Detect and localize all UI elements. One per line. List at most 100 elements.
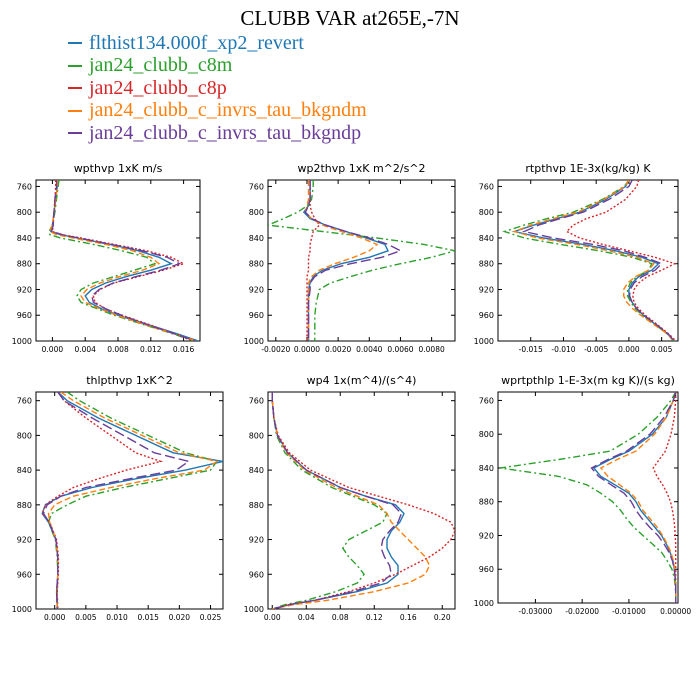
x-tick-label: -0.01000: [612, 607, 646, 616]
series-line: [590, 392, 677, 603]
legend-swatch: [68, 64, 82, 67]
y-tick-label: 880: [249, 260, 264, 269]
panel-title: wp4 1x(m^4)/(s^4): [307, 374, 417, 387]
y-tick-label: 760: [479, 396, 494, 405]
x-tick-label: -0.010: [551, 345, 575, 354]
series-line: [47, 392, 218, 609]
y-tick-label: 880: [479, 260, 494, 269]
x-tick-label: 0.008: [107, 345, 129, 354]
legend-swatch: [68, 87, 82, 90]
plot-frame: [497, 179, 679, 342]
y-tick-label: 880: [17, 501, 32, 510]
legend-item: jan24_clubb_c8p: [68, 77, 367, 100]
legend-swatch: [68, 132, 82, 135]
x-tick-label: 0.0020: [325, 345, 351, 354]
series-line: [51, 180, 194, 341]
y-tick-label: 960: [479, 565, 494, 574]
y-tick-label: 760: [249, 182, 264, 191]
series-line: [48, 180, 194, 341]
plot-frame: [35, 391, 224, 610]
y-tick-label: 960: [17, 311, 32, 320]
series-line: [521, 180, 675, 341]
y-tick-label: 1000: [12, 605, 32, 614]
series-line: [42, 392, 191, 609]
y-tick-label: 800: [17, 431, 32, 440]
x-tick-label: -0.015: [519, 345, 543, 354]
panel-title: thlpthvp 1xK^2: [86, 374, 173, 387]
y-tick-label: 920: [249, 536, 264, 545]
x-tick-label: -0.0020: [261, 345, 290, 354]
y-tick-label: 920: [249, 285, 264, 294]
x-tick-label: 0.12: [366, 613, 383, 622]
series-line: [271, 392, 405, 609]
x-tick-label: 0.000: [42, 345, 64, 354]
y-tick-label: 760: [17, 397, 32, 406]
x-tick-label: 0.025: [200, 613, 222, 622]
plot-frame: [267, 391, 456, 610]
x-tick-label: 0.0040: [356, 345, 382, 354]
series-line: [565, 180, 677, 341]
y-tick-label: 760: [17, 182, 32, 191]
y-tick-label: 800: [249, 208, 264, 217]
x-tick-label: 0.005: [75, 613, 97, 622]
y-tick-label: 1000: [474, 337, 494, 346]
plot-frame: [267, 179, 456, 342]
legend-label: jan24_clubb_c8m: [89, 54, 233, 77]
series-line: [271, 392, 403, 609]
y-tick-label: 800: [249, 431, 264, 440]
legend-item: jan24_clubb_c8m: [68, 54, 367, 78]
series-line: [502, 180, 674, 341]
figure-title: CLUBB VAR at265E,-7N: [240, 6, 460, 30]
x-tick-label: 0.005: [651, 345, 673, 354]
x-tick-label: -0.02000: [565, 607, 599, 616]
y-tick-label: 1000: [244, 605, 264, 614]
y-tick-label: 960: [17, 570, 32, 579]
y-tick-label: 840: [479, 464, 494, 473]
y-tick-label: 880: [479, 498, 494, 507]
series-line: [47, 392, 219, 609]
plot-frame: [35, 179, 201, 342]
y-tick-label: 840: [479, 234, 494, 243]
legend-label: jan24_clubb_c8p: [89, 76, 227, 99]
x-tick-label: 0.00000: [660, 607, 691, 616]
x-tick-label: 0.0080: [419, 345, 445, 354]
y-tick-label: 760: [249, 397, 264, 406]
x-tick-label: 0.016: [173, 345, 195, 354]
series-line: [41, 392, 223, 609]
panel-title: wprtpthlp 1-E-3x(m kg K)/(s kg): [501, 374, 675, 387]
series-line: [49, 180, 199, 341]
series-line: [304, 180, 403, 341]
legend-item: flthist134.000f_xp2_revert: [68, 32, 367, 55]
series-line: [599, 392, 677, 603]
series-line: [49, 180, 197, 341]
y-tick-label: 1000: [244, 337, 264, 346]
x-tick-label: 0.010: [106, 613, 128, 622]
legend-label: jan24_clubb_c_invrs_tau_bkgndp: [89, 121, 362, 144]
x-tick-label: 0.00: [264, 613, 281, 622]
x-tick-label: 0.0060: [387, 345, 413, 354]
series-line: [500, 392, 677, 603]
y-tick-label: 800: [479, 430, 494, 439]
x-tick-label: 0.20: [434, 613, 451, 622]
x-tick-label: -0.03000: [519, 607, 553, 616]
legend: flthist134.000f_xp2_revert jan24_clubb_c…: [68, 32, 367, 145]
y-tick-label: 1000: [474, 599, 494, 608]
y-tick-label: 960: [479, 311, 494, 320]
x-tick-label: 0.08: [332, 613, 349, 622]
series-line: [271, 392, 431, 609]
series-line: [271, 392, 388, 609]
series-line: [306, 180, 321, 341]
x-tick-label: 0.16: [400, 613, 417, 622]
y-tick-label: 920: [17, 285, 32, 294]
x-tick-label: 0.012: [140, 345, 162, 354]
x-tick-label: 0.000: [44, 613, 66, 622]
y-tick-label: 840: [249, 234, 264, 243]
x-tick-label: 0.015: [137, 613, 159, 622]
x-tick-label: -0.005: [584, 345, 608, 354]
legend-swatch: [68, 42, 82, 45]
x-tick-label: 0.004: [74, 345, 96, 354]
panel-title: rtpthvp 1E-3x(kg/kg) K: [525, 162, 651, 175]
series-line: [41, 392, 164, 609]
legend-swatch: [68, 109, 82, 112]
